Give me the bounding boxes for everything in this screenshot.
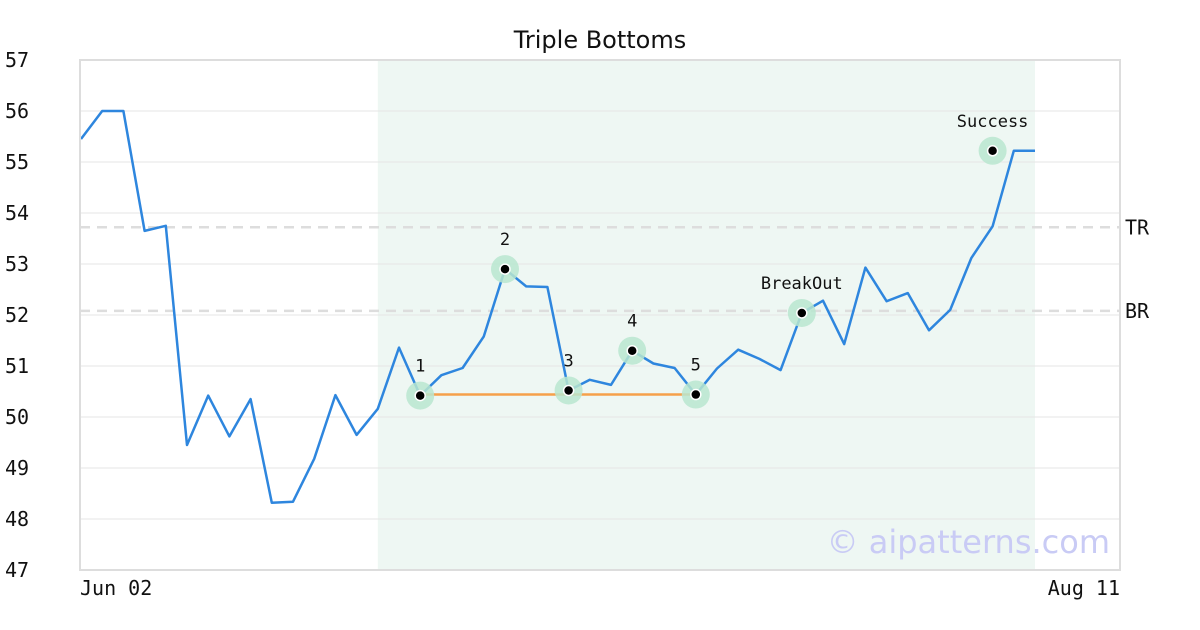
pattern-point-4: 4: [618, 312, 647, 365]
y-tick-label: 49: [5, 456, 29, 480]
marker-dot: [690, 388, 702, 401]
price-series-layer: [80, 109, 1035, 504]
y-tick-label: 50: [5, 405, 29, 429]
y-tick-label: 57: [5, 48, 29, 72]
reference-label-br: BR: [1125, 299, 1150, 323]
marker-dot: [986, 145, 999, 157]
x-tick-label: Aug 11: [1048, 576, 1120, 600]
marker-dot: [499, 263, 511, 275]
y-tick-label: 56: [5, 99, 29, 123]
point-label: 1: [415, 357, 425, 377]
point-label: 4: [627, 312, 637, 332]
marker-dot: [796, 307, 808, 319]
pattern-point-breakout: BreakOut: [761, 274, 843, 327]
point-label: BreakOut: [761, 274, 843, 294]
y-tick-label: 53: [5, 252, 29, 276]
point-label: 3: [563, 351, 573, 371]
reference-label-tr: TR: [1125, 215, 1150, 239]
y-tick-label: 47: [5, 558, 29, 582]
y-tick-label: 48: [5, 507, 29, 531]
marker-dot: [414, 389, 426, 402]
chart-title: Triple Bottoms: [513, 26, 687, 54]
pattern-point-5: 5: [681, 356, 710, 409]
pattern-point-1: 1: [406, 357, 435, 410]
y-tick-label: 55: [5, 150, 29, 174]
point-label: Success: [957, 112, 1029, 132]
point-label: 5: [691, 356, 701, 376]
marker-dot: [562, 384, 575, 397]
marker-dot: [626, 344, 638, 357]
y-tick-label: 51: [5, 354, 29, 378]
watermark: © aipatterns.com: [827, 523, 1110, 561]
point-label: 2: [500, 230, 510, 250]
y-tick-label: 54: [5, 201, 29, 225]
reference-lines-layer: TR BR: [80, 215, 1150, 323]
pattern-point-3: 3: [554, 351, 583, 405]
pattern-markers-layer: 1 2 3 4 5 BreakOut Success: [406, 112, 1028, 410]
y-tick-label: 52: [5, 303, 29, 327]
plot-border: [79, 59, 1121, 571]
price-line: [80, 109, 1035, 504]
pattern-point-2: 2: [491, 230, 519, 284]
x-tick-label: Jun 02: [80, 576, 152, 600]
pattern-point-success: Success: [957, 112, 1029, 165]
